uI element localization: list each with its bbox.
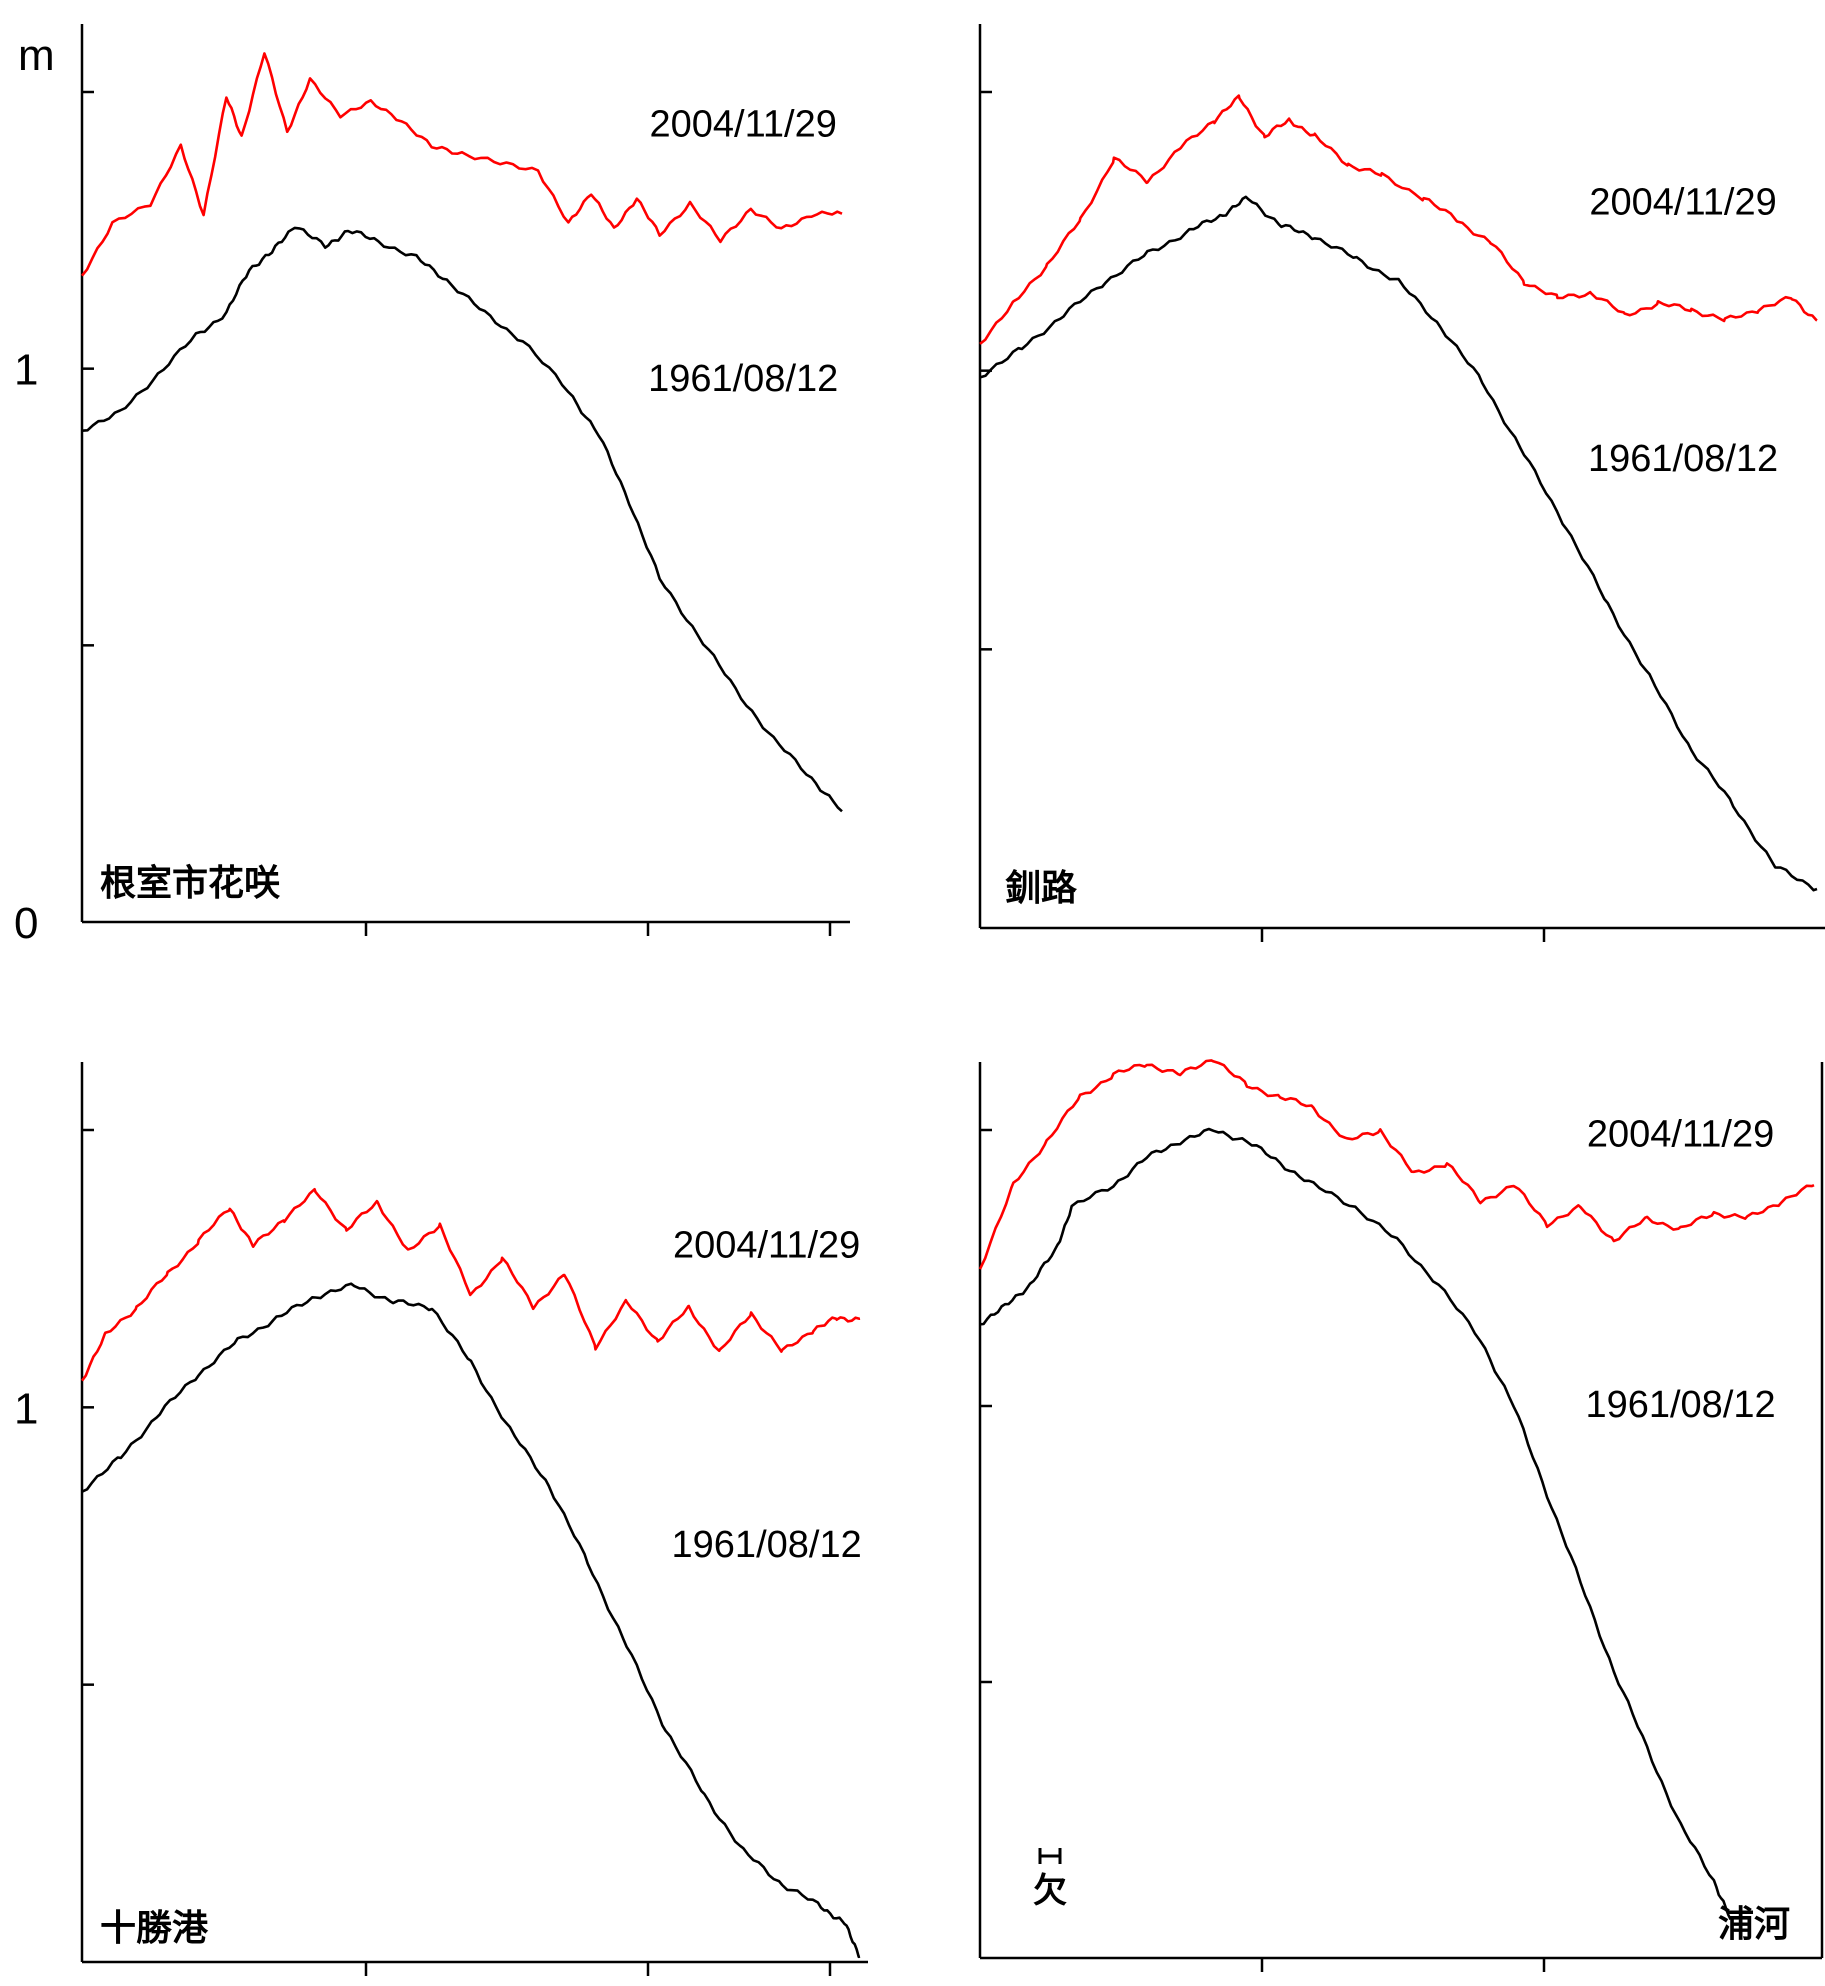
panel-3: 1 2004/11/29 1961/08/12 十勝港 — [14, 1062, 868, 1976]
series-line-red — [80, 52, 843, 277]
series-label: 1961/08/12 — [1588, 438, 1778, 480]
series-label: 1961/08/12 — [648, 358, 838, 400]
series-line-black — [81, 226, 843, 813]
y-tick-label: 1 — [14, 346, 38, 395]
station-name: 根室市花咲 — [100, 863, 281, 904]
missing-data-marker: 欠 — [1033, 1871, 1067, 1911]
station-name: 浦河 — [1718, 1904, 1790, 1945]
series-line-black — [979, 195, 1818, 892]
panel-4: 2004/11/29 1961/08/12 浦河 欠 — [978, 1059, 1824, 1972]
series-line-black — [979, 1127, 1732, 1920]
series-label: 2004/11/29 — [673, 1225, 860, 1267]
series-line-red — [80, 1187, 861, 1382]
series-label: 2004/11/29 — [1587, 1114, 1774, 1156]
y-tick-label: 1 — [14, 1384, 38, 1433]
station-name: 十勝港 — [100, 1908, 209, 1949]
panel-1: 0 1 2004/11/29 1961/08/12 根室市花咲 — [14, 24, 850, 948]
y-unit-label: m — [18, 31, 55, 80]
series-line-red — [978, 1059, 1815, 1270]
series-line-black — [81, 1282, 861, 1959]
series-label: 2004/11/29 — [650, 103, 837, 145]
series-line-red — [979, 94, 1818, 345]
station-name: 釧路 — [1005, 868, 1078, 909]
panels: 0 1 2004/11/29 1961/08/12 根室市花咲 2004/11/29 196… — [14, 24, 1825, 1976]
series-label: 2004/11/29 — [1589, 182, 1776, 224]
series-label: 1961/08/12 — [672, 1524, 862, 1566]
series-label: 1961/08/12 — [1585, 1384, 1775, 1426]
y-tick-label: 0 — [14, 899, 38, 948]
panel-2: 2004/11/29 1961/08/12 釧路 — [978, 24, 1825, 942]
